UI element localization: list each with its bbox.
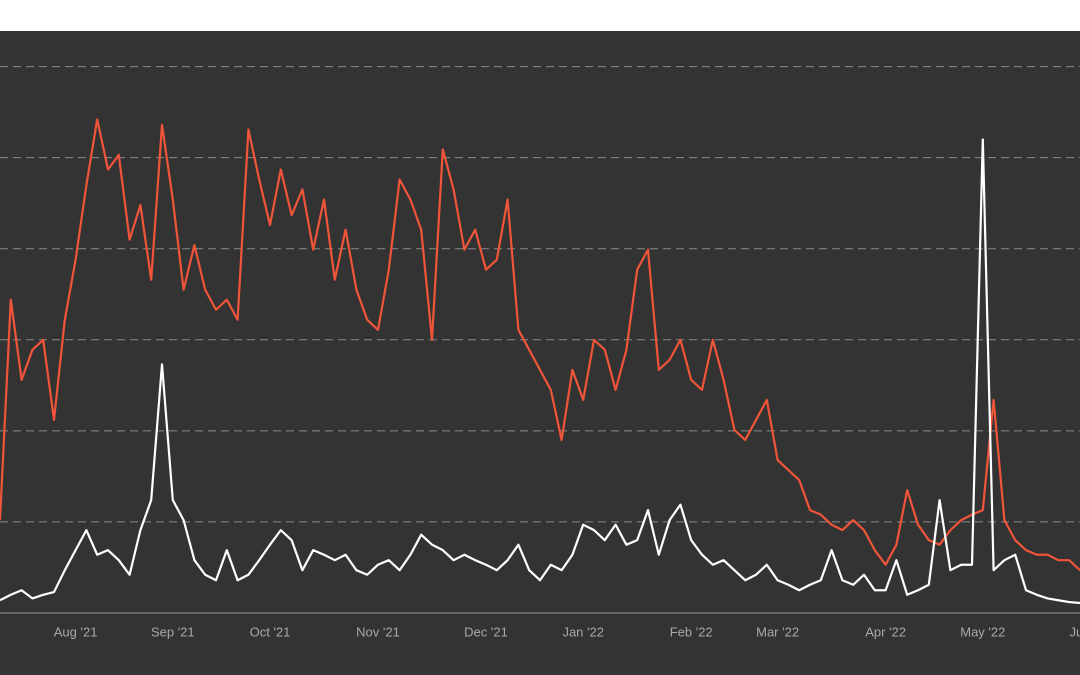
x-tick-label: Feb '22 bbox=[670, 624, 713, 639]
x-tick-label: Oct '21 bbox=[250, 624, 291, 639]
x-tick-label: Mar '22 bbox=[756, 624, 799, 639]
x-tick-label: Apr '22 bbox=[865, 624, 906, 639]
plot-background bbox=[0, 31, 1080, 675]
x-tick-label: Sep '21 bbox=[151, 624, 195, 639]
x-tick-label: Jan '22 bbox=[562, 624, 604, 639]
x-tick-label: Dec '21 bbox=[464, 624, 508, 639]
x-tick-label: Aug '21 bbox=[54, 624, 98, 639]
series-line bbox=[0, 118, 1080, 572]
x-tick-label: May '22 bbox=[960, 624, 1005, 639]
x-tick-label: Nov '21 bbox=[356, 624, 400, 639]
series-line bbox=[0, 138, 1080, 605]
x-tick-label: Jun bbox=[1070, 624, 1080, 639]
